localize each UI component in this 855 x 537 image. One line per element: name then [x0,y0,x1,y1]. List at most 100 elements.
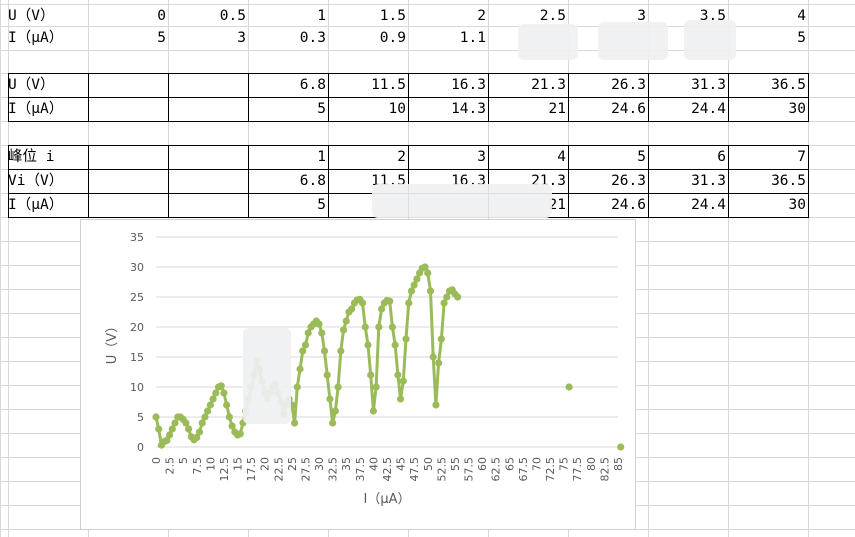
table-cell[interactable]: 36.5 [771,77,806,93]
data-point [372,383,380,391]
data-point [410,281,418,289]
table-cell[interactable]: 6 [717,149,726,165]
data-point [195,428,204,436]
table-cell[interactable]: 3 [637,8,646,24]
table-cell[interactable] [88,98,168,120]
x-axis-title: I（μA） [364,492,411,507]
table-border-vertical [248,73,249,121]
table-cell[interactable] [168,74,248,96]
table-cell[interactable]: 6.8 [299,77,326,93]
table-cell[interactable]: 30 [788,197,806,213]
table-cell[interactable]: 2 [397,149,406,165]
data-point [293,383,301,391]
x-tick-label: 20 [259,457,272,471]
table-cell[interactable]: 4 [797,8,806,24]
table-border-vertical [8,73,9,121]
table-cell[interactable]: 5 [317,197,326,213]
table-cell[interactable]: 1.1 [459,30,486,46]
table-cell[interactable]: 1 [317,8,326,24]
x-tick-label: 10 [204,457,217,471]
table-cell[interactable]: 2 [477,8,486,24]
table-cell[interactable]: 24.6 [611,101,646,117]
gridline-horizontal [0,4,855,5]
data-point [429,353,437,361]
table-cell[interactable]: 5 [157,30,166,46]
table-cell[interactable]: 0 [157,8,166,24]
table-cell[interactable] [88,146,168,168]
table-cell[interactable]: 14.3 [451,101,486,117]
table-cell[interactable]: 21 [548,197,566,213]
table-cell[interactable]: 26.3 [611,173,646,189]
table-cell[interactable] [168,194,248,216]
table-cell[interactable]: 4 [557,149,566,165]
table-cell[interactable]: 5 [317,101,326,117]
table-cell[interactable]: 16.3 [451,77,486,93]
y-tick-label: 25 [130,291,144,304]
data-point [329,419,337,427]
row-label-cell[interactable]: U（V） [8,77,55,93]
data-point [193,433,201,441]
row-label-cell[interactable]: I（μA） [8,30,64,46]
table-cell[interactable]: 5 [637,149,646,165]
table-cell[interactable]: 7 [797,149,806,165]
table-cell[interactable]: 0.3 [299,30,326,46]
table-cell[interactable]: 11.5 [371,77,406,93]
data-point [399,377,407,385]
table-cell[interactable]: 21.3 [531,77,566,93]
data-point [426,287,435,295]
data-point [402,335,410,343]
x-tick-label: 30 [313,457,326,471]
data-point [185,425,193,433]
table-cell[interactable]: 24.4 [691,197,726,213]
table-cell[interactable]: 1 [317,149,326,165]
table-cell[interactable] [168,98,248,120]
x-tick-label: 72.5 [544,457,557,482]
table-cell[interactable]: 6.8 [299,173,326,189]
table-cell[interactable]: 0.9 [379,30,406,46]
row-header-edge [0,0,1,537]
table-border-vertical [808,145,809,217]
table-border-vertical [248,145,249,217]
table-cell[interactable]: 30 [788,101,806,117]
table-border-vertical [408,145,409,217]
table-cell[interactable]: 1.5 [379,8,406,24]
x-tick-label: 45 [395,457,408,471]
table-cell[interactable]: 36.5 [771,173,806,189]
table-cell[interactable]: 2.5 [539,8,566,24]
table-cell[interactable] [88,170,168,192]
table-cell[interactable]: 31.3 [691,173,726,189]
chart[interactable]: 0 5 10 15 20 25 30 35 0 2.5 5 7.5 10 12.5 15 17.5 20 22.5… [80,219,636,530]
table-cell[interactable] [88,74,168,96]
row-label-cell[interactable]: I（μA） [8,101,64,117]
data-point [198,419,206,427]
data-point [220,389,228,397]
x-tick-label: 35 [340,457,353,471]
x-tick-label: 37.5 [354,457,367,482]
table-cell[interactable] [168,170,248,192]
row-label-cell[interactable]: I（μA） [8,197,64,213]
data-point [323,371,331,379]
table-cell[interactable]: 24.6 [611,197,646,213]
table-cell[interactable] [88,194,168,216]
row-label-cell[interactable]: U（V） [8,8,55,24]
data-point [391,341,399,349]
data-point [337,347,345,355]
row-label-cell[interactable]: Vi（V） [8,173,64,189]
x-tick-label: 7.5 [191,457,204,475]
table-cell[interactable]: 3 [477,149,486,165]
table-cell[interactable]: 31.3 [691,77,726,93]
row-label-cell[interactable]: 峰位 i [8,149,55,165]
data-point [407,287,416,295]
table-cell[interactable]: 3 [237,30,246,46]
table-cell[interactable]: 26.3 [611,77,646,93]
x-tick-label: 67.5 [517,457,530,482]
data-point [396,395,405,403]
data-point [301,341,310,349]
table-cell[interactable]: 5 [797,30,806,46]
table-cell[interactable]: 21 [548,101,566,117]
table-cell[interactable]: 24.4 [691,101,726,117]
table-cell[interactable]: 10 [388,101,406,117]
x-tick-label: 42.5 [381,457,394,482]
table-cell[interactable]: 0.5 [219,8,246,24]
table-cell[interactable] [168,146,248,168]
